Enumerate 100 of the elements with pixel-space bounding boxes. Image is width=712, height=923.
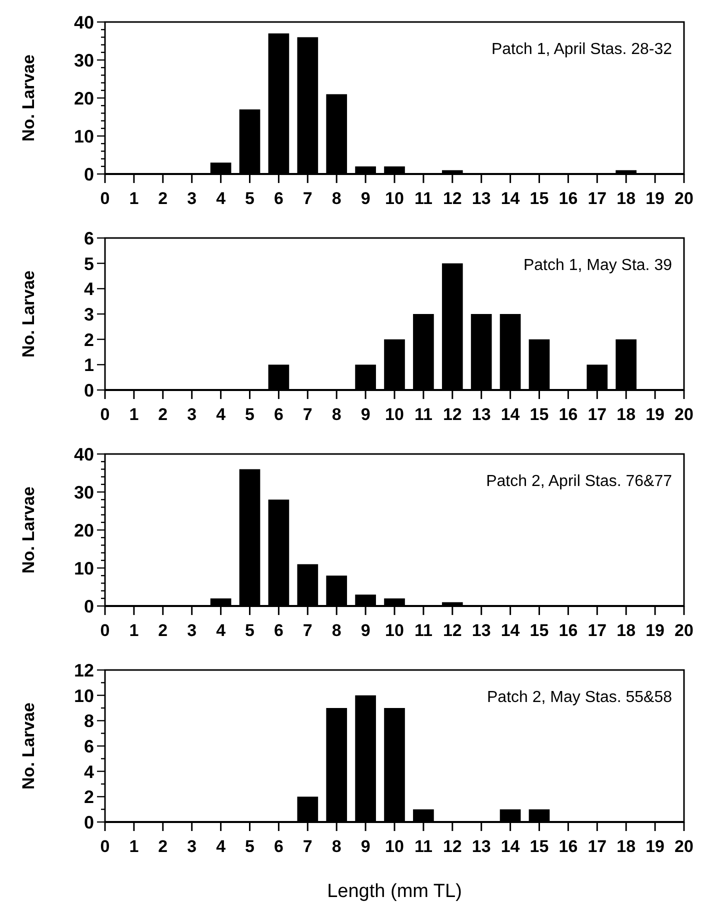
x-tick-label: 16 [558,837,578,856]
y-tick-label: 0 [84,812,94,832]
x-tick-label: 0 [100,189,110,208]
x-tick-label: 7 [302,837,312,856]
x-tick-label: 8 [332,405,342,424]
x-tick-label: 15 [530,621,549,640]
x-tick-label: 2 [158,837,168,856]
x-tick-label: 12 [442,837,462,856]
x-tick-label: 15 [530,405,549,424]
x-tick-label: 4 [216,189,226,208]
y-tick-label: 10 [74,686,94,706]
x-tick-label: 19 [646,621,665,640]
x-tick-label: 19 [646,837,665,856]
x-tick-label: 7 [302,189,312,208]
x-tick-label: 16 [558,621,578,640]
x-tick-label: 18 [616,837,636,856]
x-tick-label: 18 [616,189,636,208]
x-tick-label: 12 [442,405,462,424]
x-tick-label: 9 [360,621,370,640]
x-tick-label: 20 [674,405,694,424]
x-tick-label: 4 [216,621,226,640]
x-tick-label: 11 [414,837,432,856]
y-tick-label: 0 [84,164,94,184]
y-tick-label: 40 [74,444,94,464]
x-tick-label: 10 [385,189,404,208]
x-tick-label: 12 [442,189,462,208]
x-tick-label: 7 [302,621,312,640]
x-tick-label: 1 [129,189,139,208]
x-tick-label: 10 [385,621,404,640]
x-tick-label: 18 [616,405,636,424]
x-tick-label: 17 [588,189,607,208]
y-tick-label: 1 [84,355,94,376]
y-tick-label: 5 [84,254,94,274]
y-tick-label: 10 [74,126,94,146]
x-tick-label: 3 [187,189,197,208]
y-tick-label: 0 [84,380,94,400]
x-tick-label: 14 [500,621,520,640]
x-tick-label: 11 [414,621,432,640]
x-tick-label: 0 [100,837,110,856]
x-tick-label: 1 [129,405,139,424]
y-tick-label: 10 [74,558,94,578]
x-axis-title: Length (mm TL) [327,881,462,902]
x-tick-label: 2 [158,405,168,424]
x-tick-label: 2 [158,621,168,640]
y-tick-label: 2 [84,330,94,350]
x-tick-label: 11 [414,405,432,424]
x-tick-label: 3 [187,837,197,856]
x-tick-label: 15 [530,189,549,208]
x-tick-label: 1 [129,837,139,856]
x-tick-label: 18 [616,621,636,640]
x-tick-label: 17 [588,837,607,856]
y-tick-label: 6 [84,228,94,248]
y-tick-label: 2 [84,787,94,808]
x-tick-label: 4 [216,405,226,424]
x-tick-label: 2 [158,189,168,208]
x-tick-label: 4 [216,837,226,856]
y-axis-title: No. Larvae [19,54,38,142]
x-tick-label: 9 [360,189,370,208]
x-tick-label: 16 [558,405,578,424]
annotation: Patch 2, May Stas. 55&58 [487,689,672,706]
x-tick-label: 6 [274,405,284,424]
y-tick-label: 20 [74,520,94,540]
x-tick-label: 6 [274,621,284,640]
y-axis-title: No. Larvae [19,702,38,790]
x-tick-label: 5 [245,189,254,208]
y-tick-label: 0 [84,596,94,616]
x-tick-label: 8 [332,837,342,856]
x-tick-label: 20 [674,837,694,856]
x-tick-label: 10 [385,405,404,424]
x-tick-label: 7 [302,405,312,424]
x-tick-label: 5 [245,405,254,424]
y-tick-label: 4 [84,279,94,300]
y-tick-label: 40 [74,12,94,32]
x-tick-label: 14 [500,405,520,424]
x-tick-label: 13 [472,189,491,208]
annotation: Patch 1, April Stas. 28-32 [491,41,672,58]
x-tick-label: 13 [472,621,491,640]
x-tick-label: 9 [360,405,370,424]
x-tick-label: 17 [588,621,607,640]
x-tick-label: 0 [100,621,110,640]
x-tick-label: 13 [472,837,491,856]
y-axis-title: No. Larvae [19,270,38,358]
x-tick-label: 3 [187,621,197,640]
y-axis-title: No. Larvae [19,486,38,574]
x-tick-label: 5 [245,837,254,856]
x-tick-label: 6 [274,189,284,208]
annotation: Patch 1, May Sta. 39 [523,257,672,274]
x-tick-label: 6 [274,837,284,856]
x-tick-label: 3 [187,405,197,424]
x-tick-label: 15 [530,837,549,856]
x-tick-label: 10 [385,837,404,856]
x-tick-label: 17 [588,405,607,424]
x-tick-label: 14 [500,837,520,856]
y-tick-label: 12 [74,660,94,680]
y-tick-label: 20 [74,88,94,108]
y-tick-label: 8 [84,711,94,732]
x-tick-label: 9 [360,837,370,856]
y-tick-label: 30 [74,50,94,70]
y-tick-label: 3 [84,304,94,324]
x-tick-label: 12 [442,621,462,640]
